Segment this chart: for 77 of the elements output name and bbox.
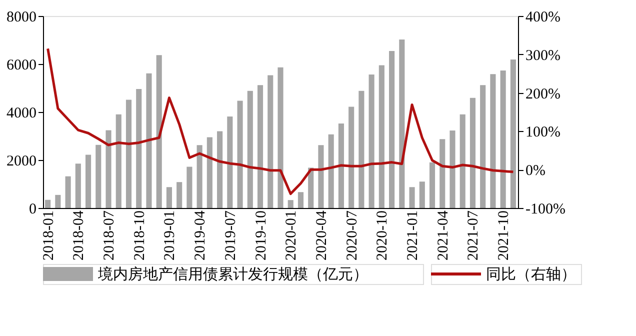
x-tick-label: 2020-04 bbox=[314, 210, 330, 260]
y-tick-label: 2000 bbox=[6, 154, 36, 170]
bar bbox=[338, 124, 344, 208]
x-tick-label: 2020-01 bbox=[284, 210, 300, 260]
y-tick-label: 4000 bbox=[6, 106, 36, 122]
y2-tick-label: 0% bbox=[526, 163, 546, 180]
bar bbox=[116, 114, 122, 208]
bar bbox=[206, 137, 212, 208]
legend-label: 境内房地产信用债累计发行规模（亿元） bbox=[97, 266, 368, 283]
x-tick-label: 2021-07 bbox=[466, 210, 482, 260]
bar bbox=[399, 40, 405, 208]
x-tick-label: 2018-04 bbox=[71, 210, 88, 260]
bar bbox=[65, 176, 71, 208]
x-tick-label: 2019-01 bbox=[162, 210, 178, 260]
x-tick-label: 2018-07 bbox=[102, 210, 118, 260]
bar bbox=[308, 168, 314, 208]
x-tick-label: 2020-07 bbox=[344, 210, 360, 260]
bar bbox=[358, 90, 364, 208]
x-tick-label: 2019-07 bbox=[222, 210, 239, 260]
y2-tick-label: 200% bbox=[526, 86, 560, 102]
bar bbox=[480, 85, 486, 208]
line-series bbox=[46, 47, 514, 196]
bar bbox=[510, 59, 516, 208]
x-tick-label: 2021-01 bbox=[405, 210, 422, 260]
x-tick-label: 2019-10 bbox=[253, 210, 270, 260]
bar bbox=[227, 116, 233, 208]
bar bbox=[460, 114, 466, 208]
bar bbox=[328, 134, 334, 208]
bar bbox=[55, 194, 61, 208]
bar bbox=[470, 98, 476, 208]
x-tick-label: 2021-04 bbox=[435, 210, 452, 260]
bar bbox=[186, 166, 192, 208]
bar bbox=[378, 65, 384, 208]
bar bbox=[419, 182, 425, 208]
x-tick-label: 2020-10 bbox=[374, 210, 391, 260]
bar bbox=[257, 85, 264, 208]
bar bbox=[96, 144, 102, 208]
y-tick-label: 8000 bbox=[6, 10, 36, 26]
bar bbox=[166, 187, 172, 208]
bar bbox=[450, 130, 456, 208]
bar bbox=[429, 162, 436, 208]
bar bbox=[348, 106, 354, 208]
bar bbox=[126, 100, 132, 208]
x-tick-label: 2019-04 bbox=[192, 210, 209, 260]
bar bbox=[278, 67, 284, 208]
y2-tick-label: 400% bbox=[526, 10, 560, 26]
bar bbox=[106, 130, 112, 208]
bar bbox=[298, 192, 304, 208]
bar bbox=[196, 145, 202, 208]
x-tick-label: 2018-10 bbox=[132, 210, 148, 260]
y-tick-label: 6000 bbox=[6, 58, 36, 74]
bar bbox=[247, 90, 253, 208]
bar bbox=[45, 200, 51, 208]
bar bbox=[136, 88, 142, 208]
bar bbox=[146, 73, 152, 208]
bar bbox=[268, 75, 274, 208]
legend-label: 同比（右轴） bbox=[486, 266, 576, 283]
bar bbox=[490, 74, 496, 208]
bar bbox=[176, 182, 182, 208]
bar bbox=[500, 70, 506, 208]
bar bbox=[440, 139, 446, 208]
y-tick-label: 0 bbox=[29, 202, 36, 218]
x-tick-label: 2018-01 bbox=[40, 210, 57, 260]
y2-tick-label: 100% bbox=[526, 124, 560, 141]
bar bbox=[217, 131, 223, 208]
bar bbox=[389, 51, 395, 208]
y2-tick-label: 300% bbox=[526, 48, 560, 64]
bar bbox=[409, 187, 415, 208]
bar bbox=[85, 154, 92, 208]
bar bbox=[368, 74, 374, 208]
y2-tick-label: -100% bbox=[526, 202, 566, 218]
x-tick-label: 2021-10 bbox=[496, 210, 512, 260]
bar bbox=[156, 55, 162, 208]
bar bbox=[75, 164, 81, 208]
bar bbox=[318, 145, 324, 208]
bar bbox=[237, 100, 243, 208]
bar bbox=[288, 200, 294, 208]
